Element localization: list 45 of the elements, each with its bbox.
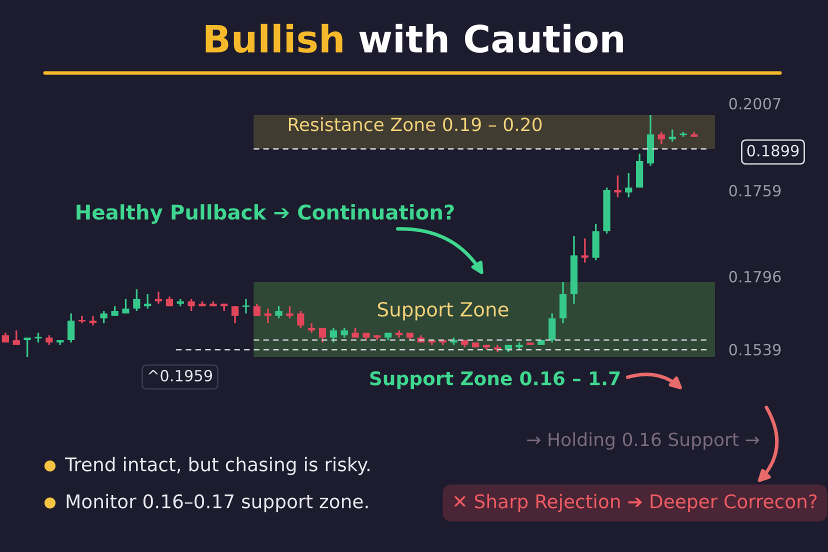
candlestick bbox=[330, 327, 337, 344]
text: 0.1539 bbox=[729, 344, 781, 356]
text: Support Zone 0.16 – 1.7 bbox=[370, 371, 620, 390]
candlestick bbox=[548, 312, 556, 344]
band-label: Support Zone bbox=[378, 302, 508, 320]
text: 0.1759 bbox=[729, 184, 781, 196]
candlestick bbox=[625, 172, 632, 198]
candlestick bbox=[100, 310, 108, 324]
candlestick bbox=[78, 315, 86, 324]
candlestick bbox=[275, 305, 282, 320]
text: 0.1899 bbox=[747, 144, 799, 156]
candlestick bbox=[253, 302, 260, 317]
text: 0.1796 bbox=[729, 270, 781, 282]
text: ✕ Sharp Rejection ➔ Deeper Correcon? bbox=[454, 494, 817, 512]
candlestick bbox=[154, 290, 162, 305]
band-label: Resistance Zone 0.19 – 0.20 bbox=[288, 117, 542, 132]
candlestick bbox=[232, 305, 239, 324]
candlestick bbox=[264, 308, 272, 324]
text: → Holding 0.16 Support → bbox=[527, 432, 760, 450]
candlestick bbox=[133, 288, 140, 312]
annotation: Healthy Pullback ➔ Continuation? bbox=[76, 204, 454, 224]
candlestick bbox=[12, 330, 20, 346]
candlestick bbox=[242, 298, 250, 314]
candlestick bbox=[286, 305, 294, 320]
candlestick bbox=[122, 298, 130, 314]
candlestick bbox=[297, 310, 304, 329]
text: 0.2007 bbox=[729, 98, 780, 110]
candlestick bbox=[340, 327, 348, 338]
candlestick bbox=[111, 305, 118, 317]
candlestick bbox=[308, 322, 316, 334]
text: ^0.1959 bbox=[148, 370, 212, 382]
candlestick bbox=[89, 315, 96, 326]
candlestick bbox=[581, 238, 588, 264]
candlestick bbox=[46, 334, 53, 346]
text: Monitor 0.16–0.17 support zone. bbox=[66, 494, 368, 512]
candlestick bbox=[68, 312, 75, 344]
candlestick bbox=[318, 327, 326, 344]
candlestick bbox=[34, 332, 42, 344]
candlestick bbox=[614, 174, 622, 198]
candlestick bbox=[2, 332, 10, 344]
candlestick bbox=[24, 336, 31, 358]
chart-title: Bullish with Caution bbox=[206, 24, 623, 53]
text: Trend intact, but chasing is risky. bbox=[64, 456, 370, 476]
candlestick bbox=[658, 131, 665, 145]
candlestick bbox=[188, 298, 195, 312]
